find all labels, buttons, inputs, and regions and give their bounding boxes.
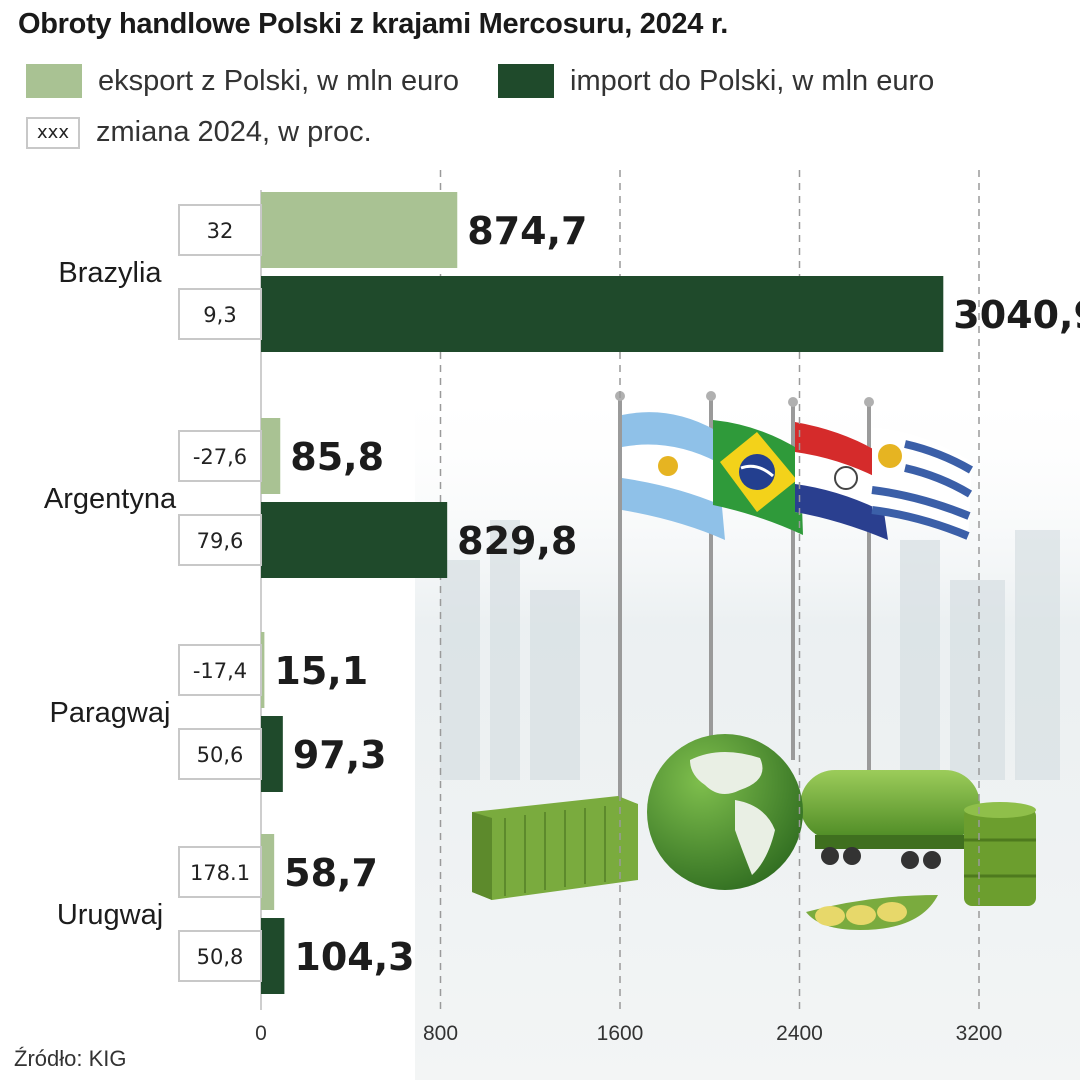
paraguay-flag-icon — [795, 422, 888, 540]
legend-import-swatch — [498, 64, 554, 98]
uruguay-flag-icon — [871, 428, 974, 540]
legend-import-label: import do Polski, w mln euro — [570, 64, 935, 97]
x-tick-label: 2400 — [776, 1022, 823, 1045]
category-label: Urugwaj — [57, 899, 163, 931]
change-label: 9,3 — [203, 303, 236, 327]
import-bar — [261, 716, 283, 792]
x-tick-label: 800 — [423, 1022, 458, 1045]
chart-title: Obroty handlowe Polski z krajami Mercosu… — [18, 8, 728, 40]
export-bar — [261, 632, 265, 708]
change-box — [178, 644, 262, 696]
change-box — [178, 728, 262, 780]
tank-wagon-icon — [800, 770, 980, 869]
background-illustration — [415, 380, 1080, 1080]
argentina-flag-icon — [622, 412, 725, 540]
labels: 0 800 1600 2400 3200 32 874,7 9,3 3040,9 Brazylia… — [44, 209, 1080, 1045]
change-box — [178, 204, 262, 256]
change-label: 178.1 — [190, 861, 250, 885]
container-icon — [472, 796, 638, 900]
source-note: Źródło: KIG — [14, 1046, 127, 1071]
legend-change-label: zmiana 2024, w proc. — [96, 116, 372, 148]
legend-import: import do Polski, w mln euro — [498, 64, 934, 98]
change-label: -27,6 — [193, 445, 247, 469]
brazil-flag-icon — [713, 420, 803, 535]
soybean-pod-icon — [806, 895, 938, 930]
import-bar — [261, 918, 285, 994]
value-label: 874,7 — [467, 209, 587, 253]
category-label: Brazylia — [58, 257, 162, 289]
change-box — [178, 930, 262, 982]
change-box — [178, 430, 262, 482]
x-tick-label: 0 — [255, 1022, 267, 1045]
value-label: 58,7 — [284, 851, 378, 895]
value-label: 15,1 — [274, 649, 368, 693]
import-bar — [261, 502, 448, 578]
x-tick-label: 1600 — [597, 1022, 644, 1045]
change-label: 79,6 — [197, 529, 244, 553]
barrel-icon — [964, 802, 1036, 906]
value-label: 3040,9 — [953, 293, 1080, 337]
category-label: Paragwaj — [50, 697, 171, 729]
x-tick-label: 3200 — [956, 1022, 1003, 1045]
value-label: 85,8 — [290, 435, 384, 479]
change-label: 50,6 — [197, 743, 244, 767]
export-bar — [261, 834, 275, 910]
change-box — [178, 846, 262, 898]
change-box — [178, 514, 262, 566]
legend-change: xxx zmiana 2024, w proc. — [26, 116, 372, 149]
legend-export-swatch — [26, 64, 82, 98]
export-bar — [261, 192, 458, 268]
import-bar — [261, 276, 944, 352]
export-bar — [261, 418, 281, 494]
change-label: 32 — [207, 219, 234, 243]
bars — [178, 192, 944, 994]
legend-change-box: xxx — [26, 116, 80, 149]
value-label: 829,8 — [457, 519, 577, 563]
skyline — [440, 520, 1060, 780]
value-label: 104,3 — [294, 935, 414, 979]
legend-export-label: eksport z Polski, w mln euro — [98, 64, 460, 97]
change-label: -17,4 — [193, 659, 247, 683]
change-label: 50,8 — [197, 945, 244, 969]
value-label: 97,3 — [293, 733, 387, 777]
category-label: Argentyna — [44, 483, 177, 515]
globe-icon — [647, 734, 803, 890]
change-box — [178, 288, 262, 340]
legend-export: eksport z Polski, w mln euro — [26, 64, 459, 98]
